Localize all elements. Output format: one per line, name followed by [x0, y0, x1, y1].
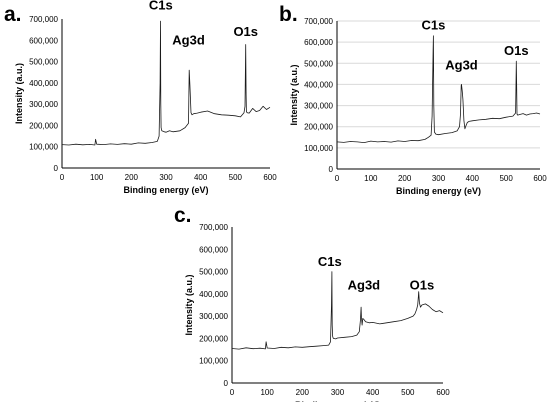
x-tick-label: 200 — [296, 388, 310, 397]
y-tick-label: 500,000 — [29, 58, 58, 67]
peak-label: C1s — [421, 17, 445, 32]
y-tick-label: 600,000 — [304, 38, 333, 47]
panel-label: b. — [279, 3, 298, 26]
x-axis-title: Binding energy (eV) — [123, 185, 208, 195]
y-tick-label: 400,000 — [29, 79, 58, 88]
x-tick-label: 600 — [436, 388, 450, 397]
y-tick-label: 200,000 — [29, 121, 58, 130]
y-tick-label: 200,000 — [199, 334, 228, 343]
y-tick-label: 300,000 — [199, 312, 228, 321]
peak-label: O1s — [504, 43, 529, 58]
y-axis-title: Intensity (a.u.) — [289, 64, 299, 125]
peak-label: C1s — [149, 0, 173, 12]
x-tick-label: 0 — [335, 174, 340, 183]
y-tick-label: 0 — [224, 379, 229, 388]
y-tick-label: 700,000 — [199, 223, 228, 232]
x-tick-label: 200 — [398, 174, 412, 183]
y-tick-label: 600,000 — [29, 36, 58, 45]
x-tick-label: 100 — [90, 173, 104, 182]
y-tick-label: 400,000 — [304, 80, 333, 89]
y-tick-label: 100,000 — [29, 143, 58, 152]
y-tick-label: 600,000 — [199, 245, 228, 254]
x-tick-label: 400 — [366, 388, 380, 397]
x-tick-label: 600 — [263, 173, 277, 182]
x-tick-label: 300 — [159, 173, 173, 182]
x-tick-label: 300 — [432, 174, 446, 183]
spectrum-line — [231, 271, 444, 350]
panel-c: c. 0 100,000 200,000 300,000 400,000 500,000 6… — [170, 202, 460, 402]
y-axis-title: Intensity (a.u.) — [184, 274, 194, 335]
x-tick-label: 100 — [364, 174, 378, 183]
spectrum-chart: 0 100,000 200,000 300,000 400,000 500,000 600,… — [289, 17, 547, 196]
y-axis-title: Intensity (a.u.) — [14, 63, 24, 124]
peak-label: Ag3d — [172, 33, 205, 48]
y-tick-label: 100,000 — [199, 357, 228, 366]
x-axis-title: Binding energy (eV) — [396, 186, 481, 196]
peak-label: O1s — [233, 24, 258, 39]
x-tick-label: 300 — [331, 388, 345, 397]
y-tick-label: 300,000 — [29, 100, 58, 109]
spectrum-line — [61, 20, 271, 146]
y-tick-label: 200,000 — [304, 123, 333, 132]
x-tick-label: 0 — [60, 173, 65, 182]
x-tick-label: 400 — [194, 173, 208, 182]
x-tick-label: 500 — [229, 173, 243, 182]
spectrum-chart: 0 100,000 200,000 300,000 400,000 500,000 600,… — [14, 0, 277, 195]
x-tick-label: 500 — [499, 174, 513, 183]
x-axis-title: Binding energy (eV) — [295, 400, 380, 402]
panel-b: b. 0 100,000 200,000 300,000 400,000 500,000 6… — [275, 0, 550, 200]
x-tick-label: 400 — [466, 174, 480, 183]
y-tick-label: 0 — [329, 165, 334, 174]
panel-a: a. 0 100,000 200,000 300,000 400,000 500,000 6… — [0, 0, 277, 200]
peak-label: Ag3d — [445, 58, 478, 73]
x-tick-label: 0 — [230, 388, 235, 397]
x-tick-label: 200 — [125, 173, 139, 182]
peak-label: O1s — [410, 277, 435, 292]
spectrum-chart: 0 100,000 200,000 300,000 400,000 500,000 600,… — [184, 223, 450, 402]
x-tick-label: 100 — [260, 388, 274, 397]
y-tick-label: 0 — [54, 164, 59, 173]
y-tick-label: 500,000 — [199, 268, 228, 277]
y-tick-label: 700,000 — [304, 17, 333, 26]
y-tick-label: 400,000 — [199, 290, 228, 299]
peak-label: Ag3d — [348, 277, 381, 292]
y-tick-label: 300,000 — [304, 102, 333, 111]
y-tick-label: 100,000 — [304, 144, 333, 153]
y-tick-label: 500,000 — [304, 59, 333, 68]
x-tick-label: 500 — [401, 388, 415, 397]
panel-label: a. — [4, 3, 22, 26]
peak-label: C1s — [318, 254, 342, 269]
panel-label: c. — [174, 204, 192, 227]
y-tick-label: 700,000 — [29, 15, 58, 24]
x-tick-label: 600 — [533, 174, 547, 183]
spectrum-line — [336, 35, 541, 143]
